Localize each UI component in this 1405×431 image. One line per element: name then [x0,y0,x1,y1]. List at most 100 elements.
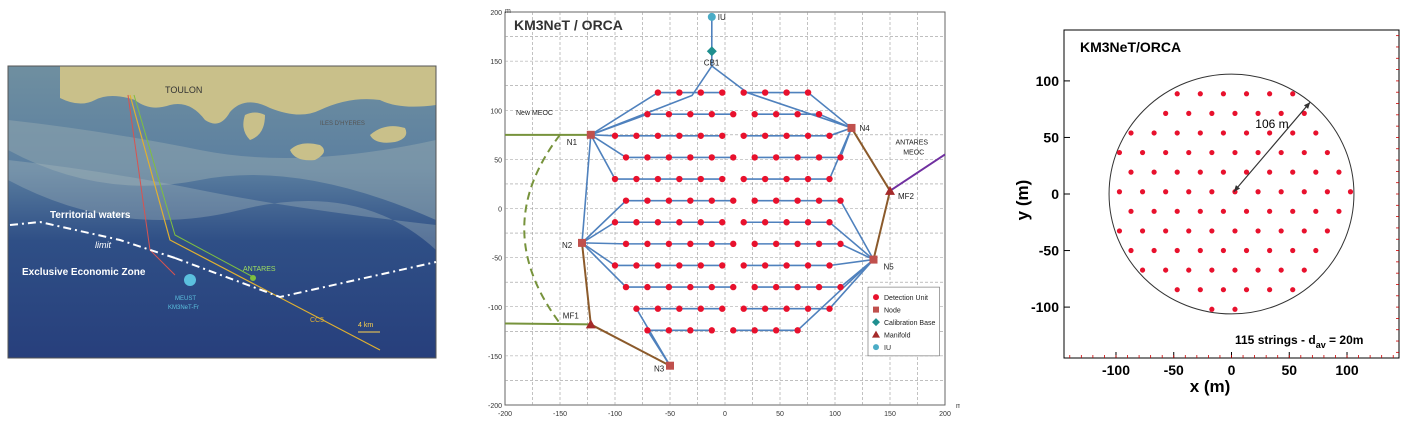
detection-unit-marker [719,132,726,139]
legend-node-symbol [873,306,879,313]
string-point [1255,228,1261,234]
detection-unit-marker [644,327,651,334]
detection-unit-marker [708,283,715,291]
detection-unit-marker [826,219,833,226]
antares-site-marker [250,275,256,281]
detection-unit-marker [611,262,619,269]
radius-arrowhead [1233,185,1241,192]
node-marker [666,361,674,370]
detection-unit-marker [654,305,662,312]
cable-red [127,94,176,276]
manifold-link [850,127,891,192]
detection-unit-marker [719,305,726,312]
label-scale: 4 km [358,322,373,329]
y-tick-label: 50 [1043,129,1059,145]
string-point [1197,287,1203,293]
string-point [1174,208,1180,214]
legend-cb-symbol [872,318,880,327]
detection-unit-marker [730,154,737,161]
string-point [1278,149,1284,156]
string-point [1255,110,1261,116]
island-1 [290,143,324,161]
detection-unit-marker [665,327,673,334]
legend-entry: Calibration Base [884,320,935,327]
string-point [1186,228,1192,234]
label-n5: N5 [884,263,895,272]
legend-manifold-symbol [872,330,880,338]
du-cable [743,221,875,261]
string-point [1209,267,1215,273]
detection-unit-marker [740,219,747,226]
layout-labels: IU CB1 New MEOC ANTARES MEOC N1 N2 N3 N4 N5 MF1 MF2 [516,13,928,374]
detection-unit-marker [719,262,726,269]
detection-unit-marker [837,240,844,248]
detection-unit-marker [761,89,769,96]
string-point [1243,287,1250,293]
detection-unit-marker [794,110,801,118]
detection-unit-marker [804,262,812,269]
string-point [1243,247,1250,254]
detection-unit-marker [794,240,801,248]
x-tick-label: -100 [1102,362,1130,378]
detection-unit-marker [751,110,758,118]
annotation-sub: av [1316,340,1326,350]
string-point [1209,228,1215,234]
radius-arrowhead [1303,102,1311,109]
node-marker [869,255,878,264]
string-point [1290,91,1296,97]
string-point [1290,247,1296,254]
string-point [1116,189,1123,195]
detection-unit-marker [654,175,662,183]
detection-unit-marker [804,89,812,96]
string-point [1267,208,1273,214]
detection-unit-marker [719,89,726,96]
string-point [1232,306,1238,312]
detection-unit-marker [783,305,790,312]
detection-unit-marker [772,110,780,118]
plot-frame [1063,29,1400,359]
scatter-ticks: -100 -50 0 50 100 100 50 0 -50 -100 [1031,35,1399,378]
detection-unit-marker [633,132,640,139]
detection-unit-marker [772,283,780,291]
detection-unit-marker [730,327,737,334]
string-point [1232,149,1238,156]
string-point [1255,267,1261,273]
string-point [1174,287,1180,293]
string-point [1324,189,1330,195]
detection-unit-marker [633,305,640,312]
manifold-link [590,323,671,367]
y-tick-label: 100 [490,108,502,115]
detection-unit-marker [622,197,630,204]
legend-entry: Node [884,308,901,315]
string-point [1174,130,1180,136]
string-point [1324,228,1330,234]
detection-unit-marker [708,327,715,334]
string-point [1232,110,1238,116]
detection-unit-marker [837,283,844,291]
legend-du-symbol [873,294,879,301]
detection-unit-marker [815,283,823,291]
label-iu: IU [718,13,726,22]
detection-unit-marker [697,219,704,226]
detection-unit-marker [730,197,737,204]
x-tick-label: 100 [829,411,841,418]
detection-unit-marker [794,197,801,204]
detection-unit-marker [751,327,758,334]
detection-unit-marker [708,197,715,204]
coastline-land [60,66,436,124]
y-tick-label: 100 [1036,73,1060,89]
string-point [1313,130,1319,136]
x-tick-label: 100 [1335,362,1359,378]
annotation-tail: = 20m [1326,333,1364,347]
x-tick-label: -100 [608,411,622,418]
detection-unit-marker [740,262,747,269]
legend-iu-symbol [873,344,879,351]
detection-unit-marker [815,197,823,204]
detection-unit-marker [794,327,801,334]
string-point [1267,91,1273,97]
continental-slope [8,120,436,220]
detection-unit-marker [804,175,812,183]
layout-title: KM3NeT / ORCA [514,17,623,33]
detection-unit-marker [676,305,683,312]
string-point [1267,287,1273,293]
